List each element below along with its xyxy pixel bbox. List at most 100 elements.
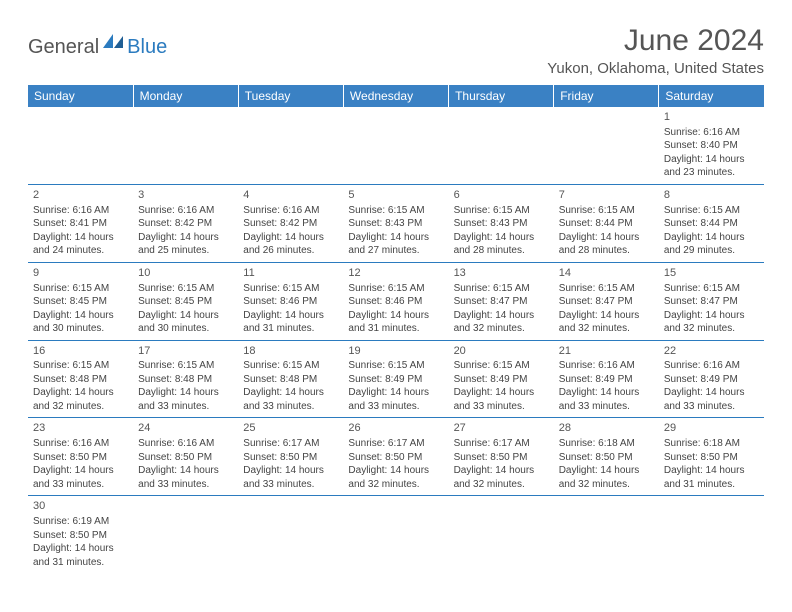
daylight-line: Daylight: 14 hours and 32 minutes. [348, 464, 443, 491]
sunrise-line: Sunrise: 6:15 AM [348, 204, 443, 218]
sunrise-line: Sunrise: 6:15 AM [664, 204, 759, 218]
calendar-blank-cell [449, 107, 554, 184]
header: General Blue June 2024 Yukon, Oklahoma, … [28, 24, 764, 77]
sunset-line: Sunset: 8:43 PM [454, 217, 549, 231]
calendar-day-cell: 29Sunrise: 6:18 AMSunset: 8:50 PMDayligh… [659, 418, 764, 496]
sunset-line: Sunset: 8:47 PM [454, 295, 549, 309]
calendar-day-cell: 24Sunrise: 6:16 AMSunset: 8:50 PMDayligh… [133, 418, 238, 496]
daylight-line: Daylight: 14 hours and 31 minutes. [348, 309, 443, 336]
calendar-blank-cell [659, 496, 764, 573]
sunset-line: Sunset: 8:50 PM [348, 451, 443, 465]
calendar-day-cell: 25Sunrise: 6:17 AMSunset: 8:50 PMDayligh… [238, 418, 343, 496]
day-number: 3 [138, 188, 233, 203]
logo-text-general: General [28, 36, 99, 59]
calendar-day-cell: 7Sunrise: 6:15 AMSunset: 8:44 PMDaylight… [554, 184, 659, 262]
daylight-line: Daylight: 14 hours and 30 minutes. [138, 309, 233, 336]
sunset-line: Sunset: 8:46 PM [243, 295, 338, 309]
sunset-line: Sunset: 8:48 PM [243, 373, 338, 387]
daylight-line: Daylight: 14 hours and 33 minutes. [454, 386, 549, 413]
calendar-day-cell: 4Sunrise: 6:16 AMSunset: 8:42 PMDaylight… [238, 184, 343, 262]
sunrise-line: Sunrise: 6:15 AM [138, 359, 233, 373]
weekday-header: Sunday [28, 85, 133, 107]
location: Yukon, Oklahoma, United States [547, 60, 764, 77]
sunset-line: Sunset: 8:50 PM [138, 451, 233, 465]
sunrise-line: Sunrise: 6:15 AM [348, 359, 443, 373]
title-block: June 2024 Yukon, Oklahoma, United States [547, 24, 764, 77]
day-number: 9 [33, 266, 128, 281]
day-number: 13 [454, 266, 549, 281]
calendar-week-row: 9Sunrise: 6:15 AMSunset: 8:45 PMDaylight… [28, 262, 764, 340]
daylight-line: Daylight: 14 hours and 31 minutes. [243, 309, 338, 336]
calendar-week-row: 2Sunrise: 6:16 AMSunset: 8:41 PMDaylight… [28, 184, 764, 262]
day-number: 28 [559, 421, 654, 436]
calendar-day-cell: 15Sunrise: 6:15 AMSunset: 8:47 PMDayligh… [659, 262, 764, 340]
daylight-line: Daylight: 14 hours and 30 minutes. [33, 309, 128, 336]
day-number: 2 [33, 188, 128, 203]
sunrise-line: Sunrise: 6:15 AM [664, 282, 759, 296]
sunset-line: Sunset: 8:50 PM [664, 451, 759, 465]
calendar-body: 1Sunrise: 6:16 AMSunset: 8:40 PMDaylight… [28, 107, 764, 573]
sunset-line: Sunset: 8:48 PM [138, 373, 233, 387]
day-number: 24 [138, 421, 233, 436]
day-number: 4 [243, 188, 338, 203]
day-number: 29 [664, 421, 759, 436]
sunrise-line: Sunrise: 6:15 AM [559, 282, 654, 296]
daylight-line: Daylight: 14 hours and 33 minutes. [559, 386, 654, 413]
calendar-week-row: 16Sunrise: 6:15 AMSunset: 8:48 PMDayligh… [28, 340, 764, 418]
sunrise-line: Sunrise: 6:16 AM [138, 437, 233, 451]
calendar-day-cell: 26Sunrise: 6:17 AMSunset: 8:50 PMDayligh… [343, 418, 448, 496]
daylight-line: Daylight: 14 hours and 33 minutes. [243, 464, 338, 491]
day-number: 14 [559, 266, 654, 281]
daylight-line: Daylight: 14 hours and 33 minutes. [138, 464, 233, 491]
calendar-blank-cell [133, 107, 238, 184]
sunrise-line: Sunrise: 6:17 AM [243, 437, 338, 451]
logo: General Blue [28, 24, 167, 61]
calendar-blank-cell [238, 496, 343, 573]
sunset-line: Sunset: 8:45 PM [138, 295, 233, 309]
daylight-line: Daylight: 14 hours and 33 minutes. [33, 464, 128, 491]
logo-sail-icon [103, 34, 125, 55]
sunrise-line: Sunrise: 6:15 AM [243, 359, 338, 373]
sunset-line: Sunset: 8:49 PM [454, 373, 549, 387]
daylight-line: Daylight: 14 hours and 23 minutes. [664, 153, 759, 180]
calendar-blank-cell [28, 107, 133, 184]
day-number: 5 [348, 188, 443, 203]
day-number: 26 [348, 421, 443, 436]
sunset-line: Sunset: 8:49 PM [348, 373, 443, 387]
sunset-line: Sunset: 8:44 PM [559, 217, 654, 231]
day-number: 23 [33, 421, 128, 436]
weekday-header: Saturday [659, 85, 764, 107]
daylight-line: Daylight: 14 hours and 27 minutes. [348, 231, 443, 258]
day-number: 10 [138, 266, 233, 281]
calendar-day-cell: 21Sunrise: 6:16 AMSunset: 8:49 PMDayligh… [554, 340, 659, 418]
daylight-line: Daylight: 14 hours and 32 minutes. [454, 309, 549, 336]
calendar-day-cell: 18Sunrise: 6:15 AMSunset: 8:48 PMDayligh… [238, 340, 343, 418]
sunset-line: Sunset: 8:47 PM [559, 295, 654, 309]
daylight-line: Daylight: 14 hours and 31 minutes. [33, 542, 128, 569]
day-number: 22 [664, 344, 759, 359]
sunrise-line: Sunrise: 6:16 AM [33, 437, 128, 451]
sunrise-line: Sunrise: 6:15 AM [559, 204, 654, 218]
page-title: June 2024 [547, 24, 764, 58]
calendar-day-cell: 13Sunrise: 6:15 AMSunset: 8:47 PMDayligh… [449, 262, 554, 340]
day-number: 11 [243, 266, 338, 281]
calendar-day-cell: 8Sunrise: 6:15 AMSunset: 8:44 PMDaylight… [659, 184, 764, 262]
calendar-day-cell: 19Sunrise: 6:15 AMSunset: 8:49 PMDayligh… [343, 340, 448, 418]
daylight-line: Daylight: 14 hours and 29 minutes. [664, 231, 759, 258]
day-number: 27 [454, 421, 549, 436]
daylight-line: Daylight: 14 hours and 26 minutes. [243, 231, 338, 258]
day-number: 15 [664, 266, 759, 281]
weekday-header: Tuesday [238, 85, 343, 107]
day-number: 8 [664, 188, 759, 203]
daylight-line: Daylight: 14 hours and 28 minutes. [559, 231, 654, 258]
calendar-blank-cell [133, 496, 238, 573]
daylight-line: Daylight: 14 hours and 32 minutes. [559, 464, 654, 491]
day-number: 7 [559, 188, 654, 203]
daylight-line: Daylight: 14 hours and 24 minutes. [33, 231, 128, 258]
sunset-line: Sunset: 8:50 PM [559, 451, 654, 465]
sunrise-line: Sunrise: 6:17 AM [454, 437, 549, 451]
day-number: 6 [454, 188, 549, 203]
sunset-line: Sunset: 8:44 PM [664, 217, 759, 231]
sunset-line: Sunset: 8:49 PM [559, 373, 654, 387]
calendar-day-cell: 28Sunrise: 6:18 AMSunset: 8:50 PMDayligh… [554, 418, 659, 496]
